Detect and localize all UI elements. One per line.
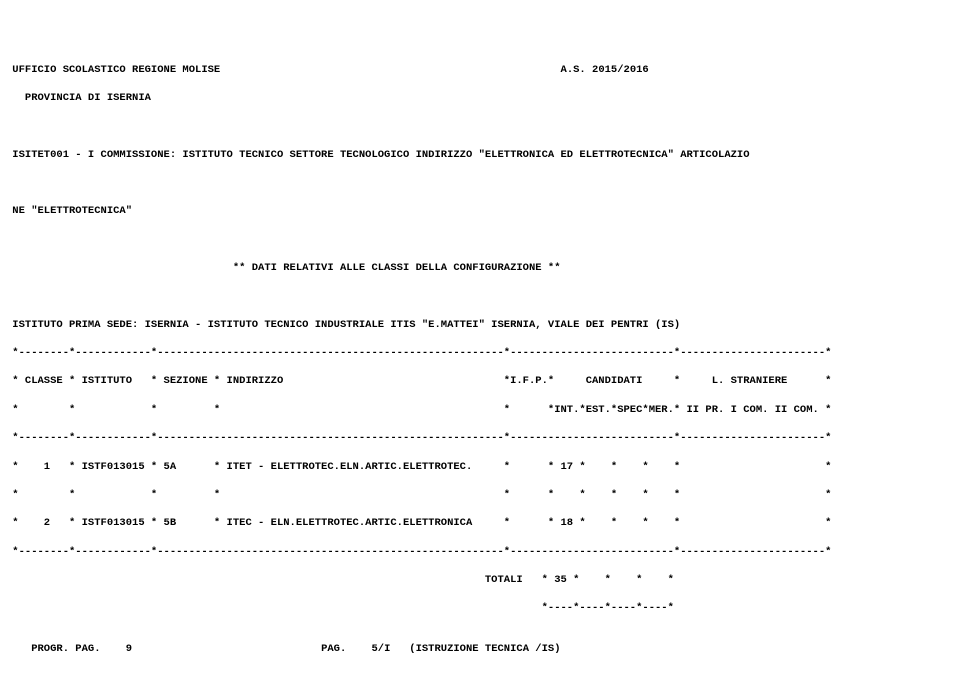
footer-line: PROGR. PAG. 9 PAG. 5/I (ISTRUZIONE TECNI… — [6, 642, 561, 656]
table-sep-top: *--------*------------*-----------------… — [6, 346, 960, 360]
table-header-1: * CLASSE * ISTITUTO * SEZIONE * INDIRIZZ… — [6, 374, 960, 388]
footer-spacer — [132, 643, 321, 655]
header-spacer — [220, 64, 560, 76]
blank-4 — [6, 289, 960, 303]
table-header-2: * * * * * *INT.*EST.*SPEC*MER.* II PR. I… — [6, 403, 960, 417]
blank-2 — [6, 176, 960, 190]
blank-1 — [6, 119, 960, 133]
table-sep-bot: *--------*------------*-----------------… — [6, 545, 960, 559]
header-line-1: UFFICIO SCOLASTICO REGIONE MOLISE A.S. 2… — [6, 63, 960, 77]
commission-line-1: ISITET001 - I COMMISSIONE: ISTITUTO TECN… — [6, 148, 960, 162]
table-row: * * * * * * * * * * * — [6, 488, 960, 502]
commission-line-2: NE "ELETTROTECNICA" — [6, 204, 960, 218]
header-left: UFFICIO SCOLASTICO REGIONE MOLISE — [6, 64, 220, 76]
footer-pag: PAG. 5/I (ISTRUZIONE TECNICA /IS) — [321, 643, 560, 655]
table-row: * 2 * ISTF013015 * 5B * ITEC - ELN.ELETT… — [6, 516, 960, 530]
config-header: ** DATI RELATIVI ALLE CLASSI DELLA CONFI… — [6, 261, 960, 275]
table-sep-mid: *--------*------------*-----------------… — [6, 431, 960, 445]
table-totali: TOTALI * 35 * * * * — [6, 573, 960, 587]
sede-line: ISTITUTO PRIMA SEDE: ISERNIA - ISTITUTO … — [6, 318, 960, 332]
footer-progr: PROGR. PAG. 9 — [6, 643, 132, 655]
header-right: A.S. 2015/2016 — [561, 64, 649, 76]
table-row: * 1 * ISTF013015 * 5A * ITET - ELETTROTE… — [6, 460, 960, 474]
table-totali-sep: *----*----*----*----* — [6, 601, 960, 615]
blank-3 — [6, 233, 960, 247]
header-line-2: PROVINCIA DI ISERNIA — [6, 91, 960, 105]
